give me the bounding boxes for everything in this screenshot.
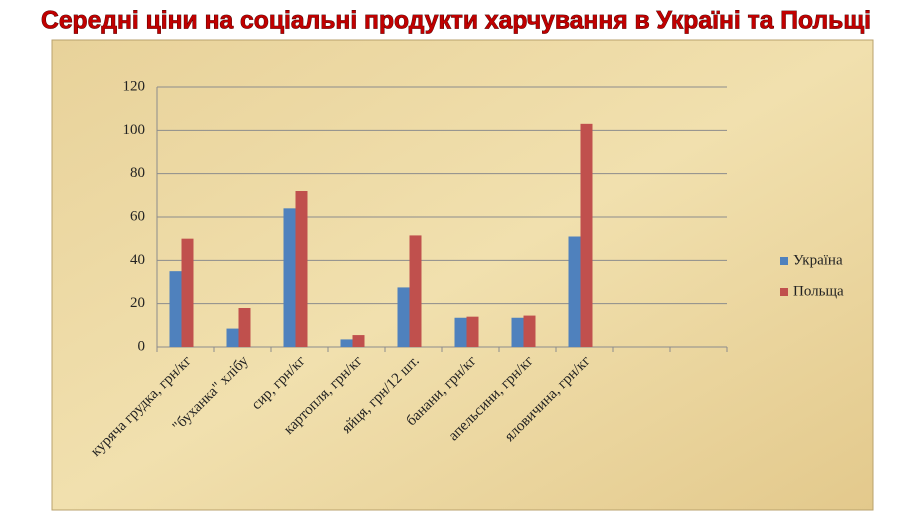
bar	[181, 238, 194, 347]
y-tick-label: 120	[123, 78, 146, 94]
bar	[466, 316, 479, 347]
bar	[580, 123, 593, 347]
legend-label: Польща	[793, 283, 844, 299]
bar	[568, 236, 581, 347]
y-tick-label: 100	[123, 122, 146, 138]
bar	[352, 335, 365, 347]
bar	[454, 317, 467, 347]
legend-swatch	[780, 257, 788, 265]
bar	[340, 339, 353, 347]
y-tick-label: 40	[130, 252, 145, 268]
chart-title: Середні ціни на соціальні продукти харчу…	[41, 7, 871, 35]
bar	[409, 235, 422, 347]
y-tick-label: 0	[138, 338, 146, 354]
y-tick-label: 20	[130, 295, 145, 311]
bar	[511, 317, 524, 347]
bar	[295, 191, 308, 347]
bar	[169, 271, 182, 347]
y-tick-label: 80	[130, 165, 145, 181]
bar	[523, 315, 536, 347]
legend-label: Україна	[793, 252, 843, 268]
legend-swatch	[780, 288, 788, 296]
y-tick-label: 60	[130, 208, 145, 224]
bar	[397, 287, 410, 347]
bar	[283, 208, 296, 347]
bar	[226, 328, 239, 347]
bar	[238, 308, 251, 347]
